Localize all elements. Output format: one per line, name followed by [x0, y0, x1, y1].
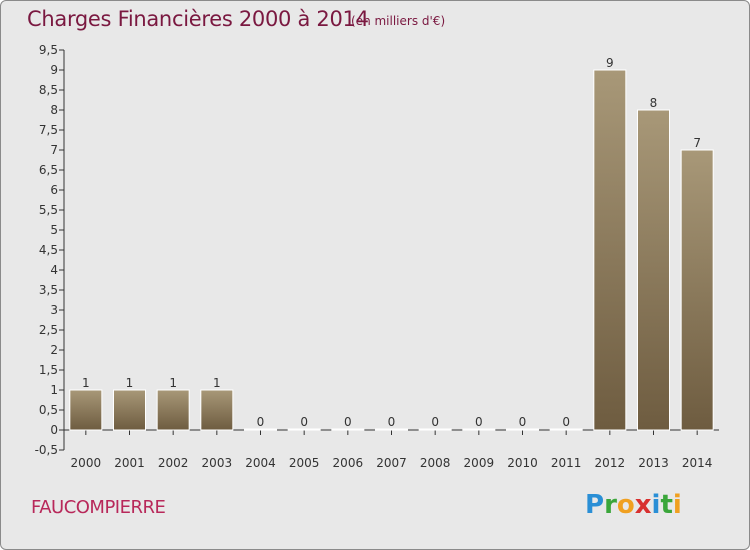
x-tick-label: 2011	[551, 456, 582, 470]
data-label: 9	[606, 56, 614, 70]
data-label: 1	[169, 376, 177, 390]
bar	[69, 389, 103, 431]
y-tick-label: 6	[50, 183, 58, 197]
bar	[506, 428, 539, 431]
brand-letter: i	[672, 490, 682, 520]
data-label: 1	[213, 376, 221, 390]
y-tick-label: 8,5	[39, 83, 58, 97]
bar	[418, 428, 452, 431]
y-tick-label: 3,5	[39, 283, 58, 297]
data-label: 0	[344, 415, 352, 429]
bars	[69, 69, 714, 431]
y-tick-label: 7	[50, 143, 58, 157]
bar	[287, 428, 321, 431]
data-label: 0	[475, 415, 483, 429]
y-tick-label: 5,5	[39, 203, 58, 217]
bar	[593, 69, 627, 431]
y-tick-label: 0	[50, 423, 58, 437]
brand-letter: P	[585, 490, 605, 520]
x-tick-label: 2013	[638, 456, 669, 470]
x-tick-label: 2002	[158, 456, 189, 470]
data-label: 0	[562, 415, 570, 429]
x-tick-label: 2014	[682, 456, 713, 470]
bar	[200, 389, 234, 431]
bar	[680, 149, 714, 431]
brand-letter: x	[634, 490, 652, 520]
y-tick-label: -0,5	[35, 443, 58, 457]
y-tick-label: 1	[50, 383, 58, 397]
data-label: 1	[82, 376, 90, 390]
x-tick-label: 2005	[289, 456, 320, 470]
commune-name: FAUCOMPIERRE	[31, 497, 166, 518]
x-tick-label: 2003	[202, 456, 233, 470]
x-tick-label: 2004	[245, 456, 276, 470]
data-label: 0	[300, 415, 308, 429]
data-label: 0	[519, 415, 527, 429]
bar	[244, 428, 277, 431]
brand-letter: i	[651, 490, 661, 520]
x-tick-label: 2008	[420, 456, 451, 470]
y-tick-label: 6,5	[39, 163, 58, 177]
x-tick-label: 2007	[376, 456, 407, 470]
brand-letter: t	[660, 490, 673, 520]
brand-letter: o	[616, 490, 635, 520]
y-tick-label: 7,5	[39, 123, 58, 137]
y-tick-label: 9	[50, 63, 58, 77]
y-tick-label: 4	[50, 263, 58, 277]
data-label: 7	[693, 136, 701, 150]
data-label: 0	[431, 415, 439, 429]
axes: -0,5 0 0,5 1 1,5 2 2,5 3 3,5 4 4,5 5 5,5 6 6,5 7 7,5 8 8,5…	[35, 43, 719, 470]
data-label: 8	[650, 96, 658, 110]
y-tick-label: 0,5	[39, 403, 58, 417]
x-tick-label: 2001	[114, 456, 145, 470]
brand-letter: r	[604, 490, 617, 520]
chart-subtitle: (en milliers d'€)	[351, 14, 446, 28]
bar	[462, 428, 496, 431]
data-label: 0	[388, 415, 396, 429]
x-tick-label: 2009	[464, 456, 495, 470]
y-tick-label: 3	[50, 303, 58, 317]
data-labels: 1 1 1 1 0 0 0 0 0 0 0 0 9 8 7	[82, 56, 701, 429]
y-tick-label: 4,5	[39, 243, 58, 257]
chart-title: Charges Financières 2000 à 2014	[27, 7, 369, 31]
x-tick-label: 2006	[333, 456, 364, 470]
y-tick-label: 5	[50, 223, 58, 237]
x-tick-label: 2012	[595, 456, 626, 470]
bar	[331, 428, 365, 431]
bar	[113, 389, 146, 431]
x-tick-label: 2000	[71, 456, 102, 470]
y-tick-label: 8	[50, 103, 58, 117]
y-tick-label: 2,5	[39, 323, 58, 337]
y-tick-label: 2	[50, 343, 58, 357]
bar	[156, 389, 190, 431]
data-label: 0	[257, 415, 265, 429]
y-tick-label: 1,5	[39, 363, 58, 377]
proxiti-logo: Proxiti	[585, 490, 682, 520]
x-tick-label: 2010	[507, 456, 538, 470]
bar	[375, 428, 408, 431]
bar	[549, 428, 583, 431]
y-tick-label: 9,5	[39, 43, 58, 57]
data-label: 1	[126, 376, 134, 390]
bar	[637, 109, 670, 431]
